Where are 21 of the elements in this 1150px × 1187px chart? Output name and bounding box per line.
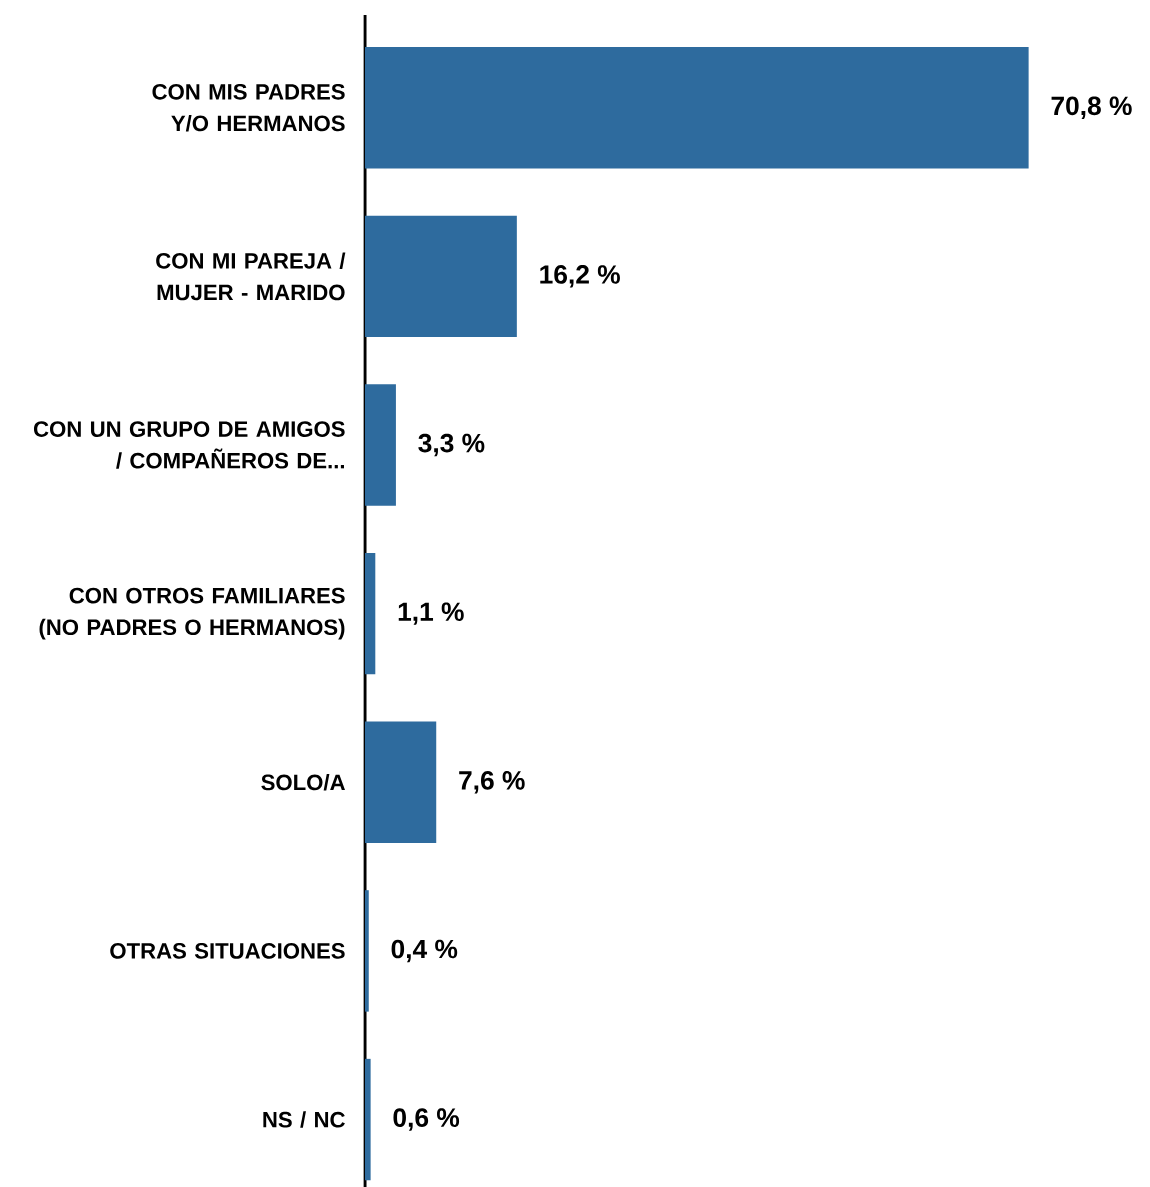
y-tick-label: SOLO/A	[261, 774, 346, 791]
bar	[365, 890, 369, 1012]
data-label: 3,3 %	[418, 433, 485, 457]
y-tick-label: CON UN GRUPO DE AMIGOS / COMPAÑEROS DE...	[33, 421, 345, 469]
data-label: 0,4 %	[391, 939, 458, 963]
data-label: 1,1 %	[398, 602, 464, 625]
y-tick-label: NS / NC	[263, 1111, 345, 1128]
y-tick-label: CON MI PAREJA / MUJER - MARIDO	[156, 252, 346, 301]
data-label: 0,6 %	[393, 1108, 460, 1131]
bar	[365, 1058, 371, 1181]
y-tick-label: CON MIS PADRES Y/O HERMANOS	[152, 83, 345, 132]
bar	[365, 215, 517, 338]
data-label: 7,6 %	[459, 771, 525, 794]
data-label: 16,2 %	[540, 265, 620, 288]
y-tick-label: OTRAS SITUACIONES	[110, 943, 345, 959]
bar	[365, 721, 437, 843]
bar	[365, 384, 396, 506]
data-label: 70,8 %	[1051, 96, 1132, 119]
bar	[365, 47, 1029, 169]
bar	[365, 552, 376, 675]
y-tick-label: CON OTROS FAMILIARES (NO PADRES O HERMANOS)	[39, 587, 345, 640]
